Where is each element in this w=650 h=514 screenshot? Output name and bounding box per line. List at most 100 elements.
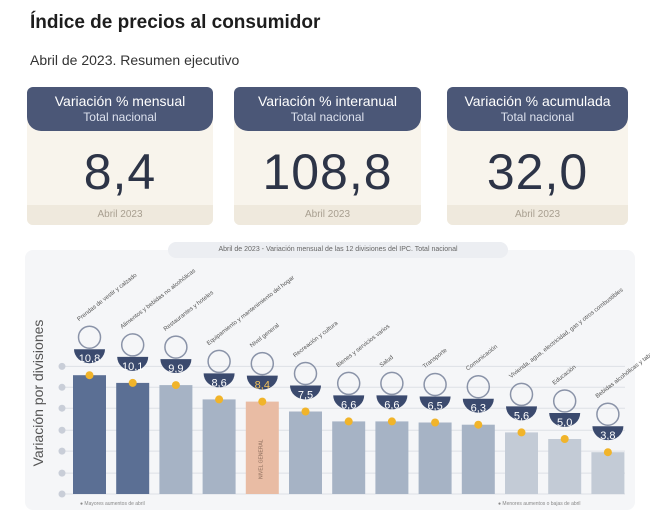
bar	[548, 439, 582, 494]
card-value: 32,0	[486, 144, 589, 200]
card-label: Variación % acumulada	[464, 93, 611, 109]
value-badge	[333, 395, 365, 410]
category-label: Educación	[552, 365, 578, 387]
card-label: Variación % interanual	[257, 93, 398, 109]
bar	[461, 424, 495, 494]
bar-dot	[387, 417, 396, 426]
card-value: 8,4	[83, 144, 157, 200]
general-bar-label: NIVEL GENERAL	[258, 439, 264, 479]
value-label: 8,6	[211, 377, 226, 389]
legend-low: ● Menores aumentos o bajas de abril	[498, 501, 581, 507]
y-tick-marker	[58, 383, 66, 391]
bar-dot	[560, 435, 569, 443]
y-tick-marker	[58, 490, 66, 498]
bar-dot	[431, 418, 440, 427]
bar-dot	[85, 371, 94, 380]
category-label: Nivel general	[249, 323, 280, 349]
value-badge	[549, 413, 581, 428]
value-label: 10,1	[122, 361, 143, 373]
category-label: Comunicación	[465, 344, 499, 372]
bar	[332, 421, 366, 494]
page-subtitle: Abril de 2023. Resumen ejecutivo	[30, 52, 240, 68]
card-accumulated: Variación % acumulada Total nacional 32,0…	[447, 87, 628, 225]
bar-dot	[171, 381, 180, 390]
card-sub: Total nacional	[83, 110, 157, 124]
y-tick-marker	[58, 469, 66, 477]
bar	[289, 411, 322, 494]
legend-low-label: Menores aumentos o bajas de abril	[502, 501, 581, 507]
category-icon	[293, 361, 318, 386]
y-tick-marker	[58, 362, 66, 370]
category-icon	[380, 371, 404, 396]
y-tick-marker	[58, 447, 66, 455]
value-label: 9,9	[168, 363, 183, 375]
value-badge	[462, 398, 494, 413]
value-badge	[160, 359, 192, 374]
card-period: Abril 2023	[447, 205, 628, 225]
bar-dot	[474, 420, 483, 429]
bar	[505, 432, 538, 494]
value-label: 6,6	[341, 399, 356, 411]
bar	[73, 375, 106, 494]
card-sub: Total nacional	[500, 110, 575, 124]
bar	[591, 452, 625, 494]
category-label: Recreación y cultura	[293, 320, 340, 359]
value-badge	[117, 356, 149, 371]
value-badge	[419, 396, 451, 411]
value-label: 5,0	[557, 417, 572, 429]
card-period: Abril 2023	[27, 205, 213, 225]
category-label: Equipamiento y mantenimiento del hogar	[206, 275, 296, 347]
y-tick-marker	[58, 404, 66, 412]
category-icon	[423, 372, 447, 397]
bar-dot	[215, 395, 224, 404]
bar	[202, 399, 236, 494]
bar	[418, 422, 452, 494]
bar	[116, 382, 150, 494]
category-icon	[552, 389, 577, 413]
chart-title: Abril de 2023 - Variación mensual de las…	[168, 242, 508, 258]
category-icon	[509, 382, 534, 407]
bar	[159, 385, 193, 494]
legend-high: ● Mayores aumentos de abril	[80, 501, 145, 507]
category-icon	[207, 349, 231, 374]
category-label: Bebidas alcohólicas y tabaco	[595, 347, 650, 400]
category-label: Prendas de vestir y calzado	[77, 272, 139, 323]
bar-dot	[603, 448, 612, 457]
card-value: 108,8	[262, 144, 393, 200]
value-badge	[73, 349, 105, 364]
card-yearly: Variación % interanual Total nacional 108…	[234, 87, 421, 225]
value-label: 5,6	[514, 410, 529, 422]
value-label: 6,6	[384, 399, 399, 411]
value-badge	[376, 395, 408, 410]
value-label: 8,4	[255, 380, 270, 392]
category-label: Restaurantes y hoteles	[163, 290, 215, 333]
value-badge	[290, 385, 321, 400]
y-tick-marker	[58, 426, 66, 434]
value-badge	[592, 426, 624, 441]
value-label: 10,8	[79, 353, 100, 365]
card-label: Variación % mensual	[54, 93, 186, 109]
value-label: 3,8	[600, 430, 615, 442]
bar-dot	[344, 417, 353, 426]
category-icon	[596, 402, 620, 426]
value-label: 6,5	[427, 401, 442, 413]
value-badge	[246, 375, 278, 390]
value-label: 6,3	[471, 403, 486, 415]
value-badge	[203, 373, 235, 388]
category-icon	[120, 333, 145, 357]
category-icon	[164, 335, 188, 359]
card-sub: Total nacional	[290, 110, 365, 124]
value-badge	[506, 406, 537, 421]
bar-dot	[301, 407, 310, 416]
bar-dot	[128, 378, 137, 387]
category-icon	[466, 374, 491, 399]
bar-dot	[517, 428, 526, 437]
card-monthly: Variación % mensual Total nacional 8,4 Ab…	[27, 87, 213, 225]
bar-dot	[258, 397, 267, 406]
category-icon	[77, 325, 102, 349]
legend-high-label: Mayores aumentos de abril	[84, 501, 145, 507]
value-label: 7,5	[298, 390, 313, 402]
category-icon	[336, 371, 361, 396]
card-period: Abril 2023	[234, 205, 421, 225]
